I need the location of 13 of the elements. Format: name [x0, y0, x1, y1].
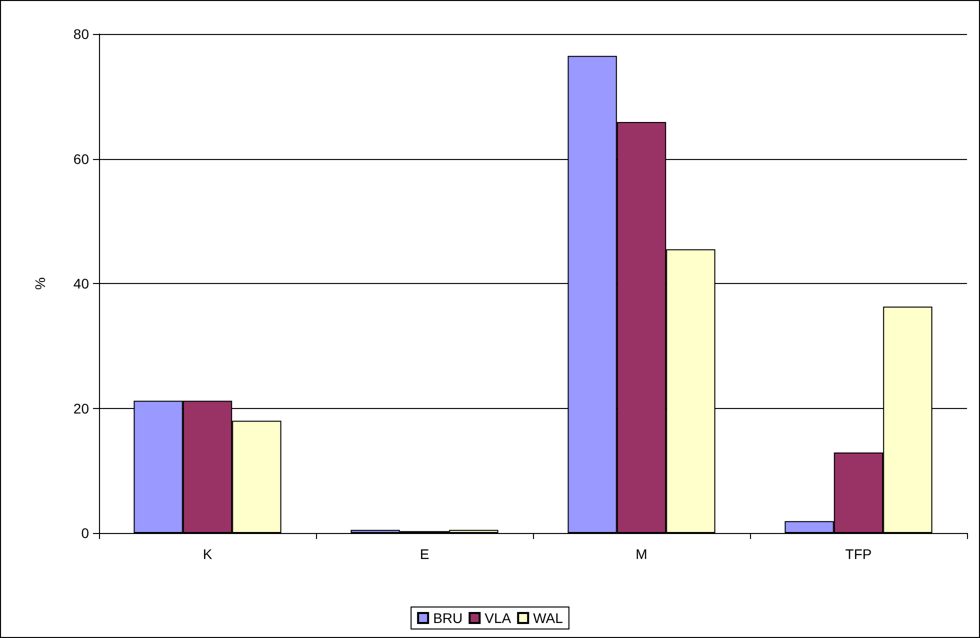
x-tick-label: TFP [845, 546, 872, 562]
legend-label: BRU [433, 610, 463, 626]
x-tick-label: E [420, 546, 430, 562]
y-tick-label: 0 [81, 525, 90, 541]
y-tick-label: 40 [73, 276, 90, 292]
y-tick-label: 60 [73, 150, 90, 167]
x-tick-label: K [202, 546, 213, 562]
legend-label: WAL [533, 610, 564, 626]
y-axis-title: % [32, 277, 48, 290]
legend-label: VLA [484, 610, 512, 626]
y-tick-label: 20 [73, 400, 90, 416]
x-tick-label: M [636, 546, 648, 562]
y-tick-label: 80 [73, 26, 90, 42]
